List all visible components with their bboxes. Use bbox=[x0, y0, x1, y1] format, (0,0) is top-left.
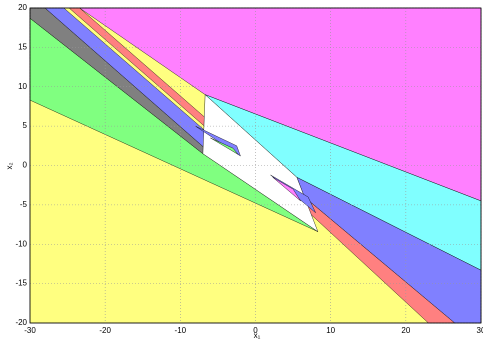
region bbox=[210, 137, 239, 155]
x-tick-label: -20 bbox=[99, 326, 111, 335]
y-tick-label: 15 bbox=[18, 42, 27, 51]
x-tick-label: 20 bbox=[401, 326, 410, 335]
y-axis-label: x₂ bbox=[5, 162, 14, 169]
y-tick-label: 5 bbox=[23, 121, 28, 130]
plot-area bbox=[29, 7, 482, 324]
x-tick-label: 10 bbox=[326, 326, 335, 335]
y-tick-label: -5 bbox=[20, 200, 28, 209]
y-tick-label: -20 bbox=[15, 318, 27, 327]
region bbox=[272, 177, 301, 202]
x-axis-label: x₁ bbox=[254, 331, 261, 340]
y-tick-label: -15 bbox=[15, 279, 27, 288]
y-tick-label: -10 bbox=[15, 239, 27, 248]
region bbox=[202, 94, 319, 233]
x-tick-label: -10 bbox=[175, 326, 187, 335]
x-tick-label: -30 bbox=[24, 326, 36, 335]
y-tick-label: 20 bbox=[18, 3, 27, 12]
y-tick-label: 10 bbox=[18, 82, 27, 91]
y-tick-label: 0 bbox=[23, 161, 28, 170]
x-tick-label: 30 bbox=[477, 326, 483, 335]
region bbox=[195, 125, 241, 157]
x-tick-label: 0 bbox=[253, 326, 258, 335]
axes-box bbox=[29, 7, 482, 324]
